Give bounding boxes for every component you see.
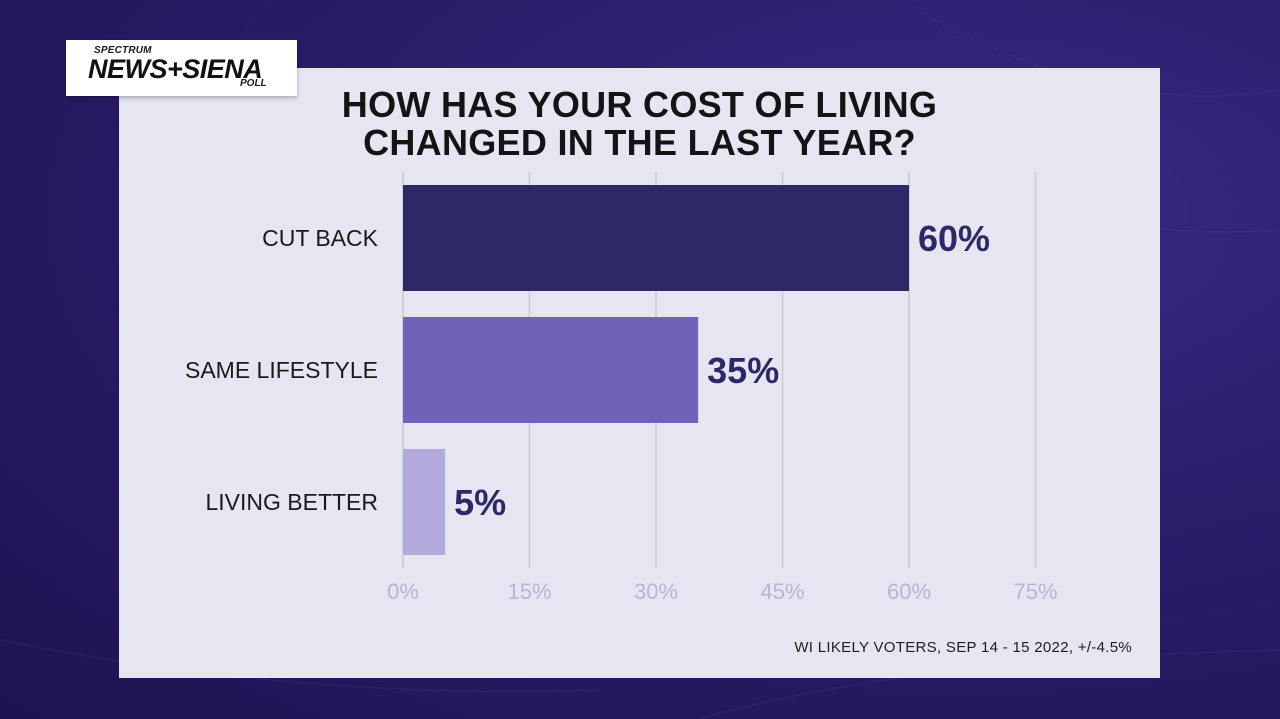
x-tick-label: 0% <box>387 579 419 604</box>
x-tick-label: 75% <box>1013 579 1057 604</box>
x-tick-label: 45% <box>760 579 804 604</box>
category-label: SAME LIFESTYLE <box>185 357 378 383</box>
logo-news-siena-text: NEWS+SIENA <box>88 54 263 84</box>
chart-title-line-1: HOW HAS YOUR COST OF LIVING <box>341 84 938 125</box>
spectrum-news-siena-poll-logo: SPECTRUM NEWS+SIENA POLL <box>66 40 297 96</box>
chart-title-line-2: CHANGED IN THE LAST YEAR? <box>363 122 916 163</box>
category-label: LIVING BETTER <box>205 489 378 515</box>
chart-title: HOW HAS YOUR COST OF LIVING CHANGED IN T… <box>119 86 1160 162</box>
x-tick-label: 60% <box>887 579 931 604</box>
x-tick-label: 15% <box>507 579 551 604</box>
logo-poll-text: POLL <box>240 78 267 89</box>
category-label: CUT BACK <box>262 225 379 251</box>
x-tick-label: 30% <box>634 579 678 604</box>
value-label: 60% <box>918 218 990 259</box>
value-label: 35% <box>707 350 779 391</box>
value-label: 5% <box>454 482 506 523</box>
logo-spectrum-text: SPECTRUM <box>94 45 152 56</box>
bar <box>403 185 909 291</box>
bar <box>403 449 446 555</box>
chart-footnote: WI LIKELY VOTERS, SEP 14 - 15 2022, +/-4… <box>794 639 1132 656</box>
bar <box>403 317 699 423</box>
